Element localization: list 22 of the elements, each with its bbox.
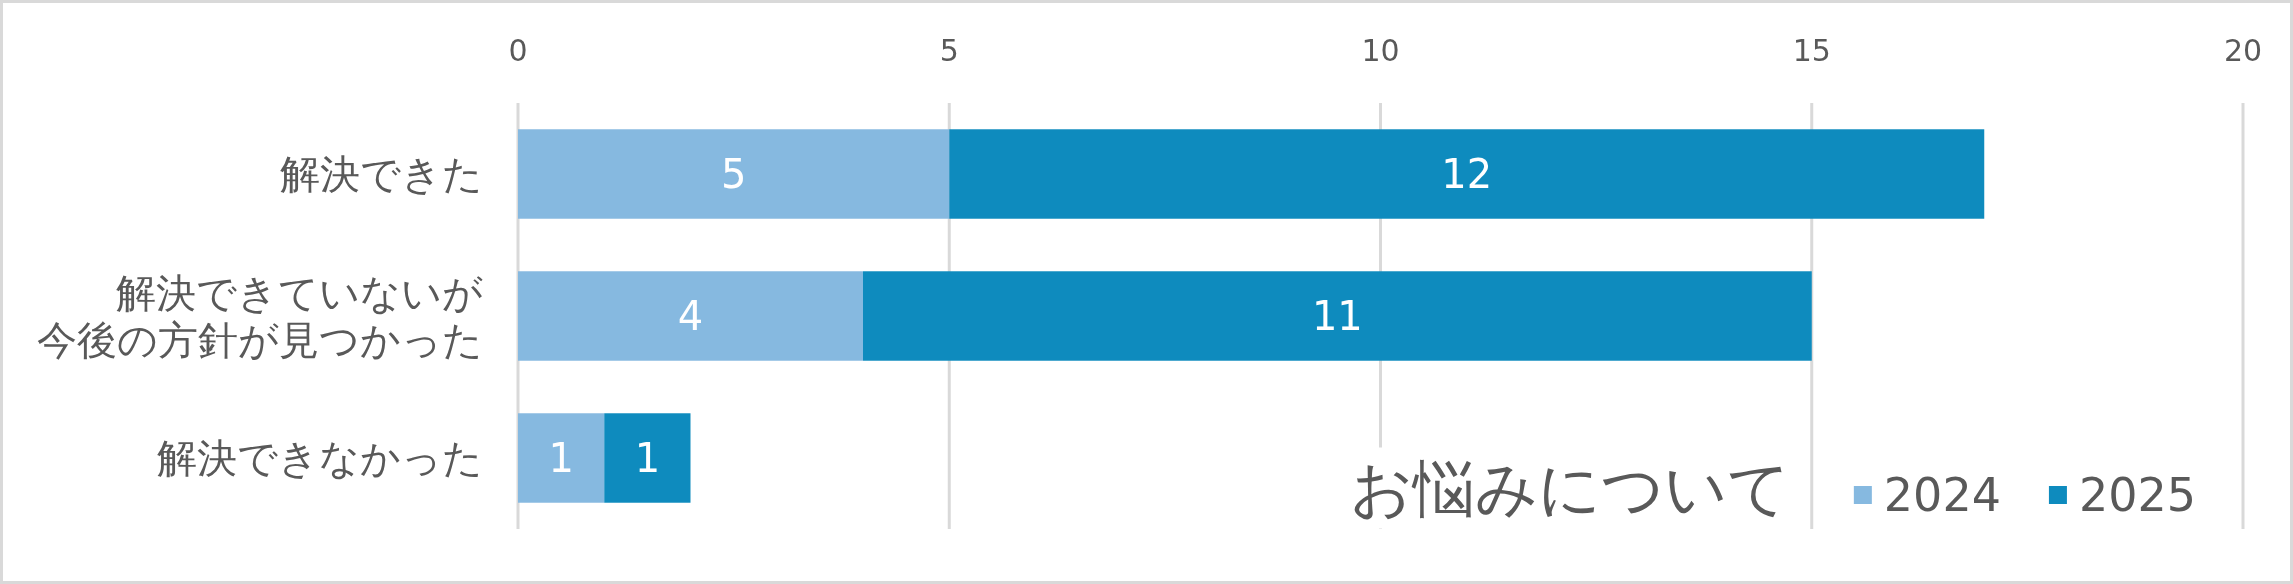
data-label: 4 [677,293,704,339]
x-tick-label: 0 [508,32,528,68]
bar [518,271,863,361]
legend-label: 2024 [1883,468,2001,522]
bar [518,413,605,503]
x-tick-label: 5 [939,32,959,68]
x-tick-label: 20 [2223,32,2263,68]
x-tick-label: 10 [1361,32,1400,68]
y-tick-label: 解決できていないが今後の方針が見つかった [37,269,483,363]
data-label: 1 [634,435,661,481]
y-tick-label: 解決できなかった [157,435,483,481]
y-tick-label: 解決できた [280,151,483,197]
bar [863,271,1812,361]
data-label: 5 [720,151,747,197]
x-tick-label: 15 [1792,32,1831,68]
data-label: 11 [1311,293,1363,339]
legend-label: 2025 [2078,468,2196,522]
bar [604,413,691,503]
data-label: 12 [1441,151,1493,197]
bar [518,129,950,219]
bar [949,129,1985,219]
data-label: 1 [548,435,574,481]
